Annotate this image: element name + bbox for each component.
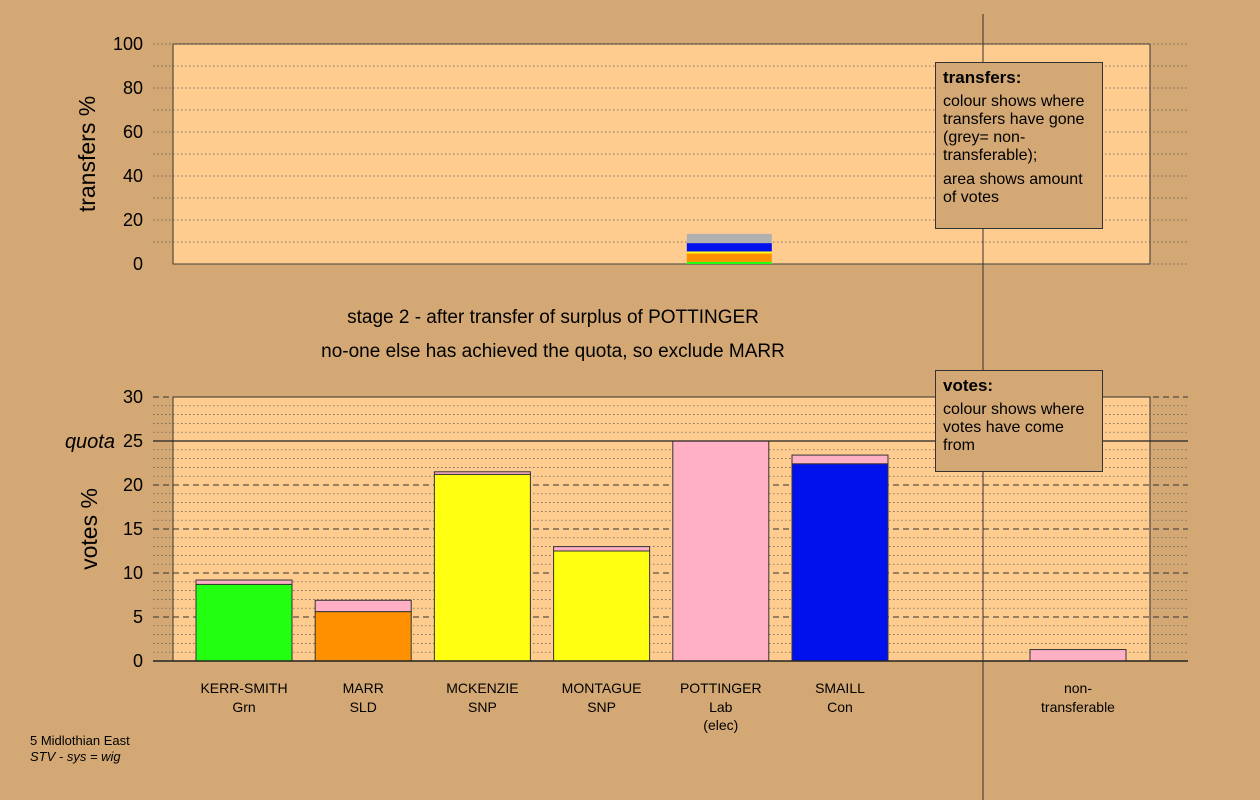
votes-tick-label: 30 xyxy=(123,387,143,407)
bar-marr xyxy=(314,611,412,662)
votes-tick-label: 10 xyxy=(123,563,143,583)
transfer-segment-con xyxy=(686,243,772,252)
transfers-tick-label: 40 xyxy=(123,166,143,186)
non-transferable-label-2: transferable xyxy=(1041,699,1115,715)
transfer-segment-sld xyxy=(686,253,772,262)
party-label: Con xyxy=(827,699,853,715)
votes-legend: votes: colour shows where votes have com… xyxy=(935,370,1103,472)
bar-smaill xyxy=(791,463,889,662)
votes-tick-label: 5 xyxy=(133,607,143,627)
quota-label: quota xyxy=(65,431,115,453)
quota-tick-label: 25 xyxy=(123,431,143,451)
transfer-segment-grn xyxy=(686,261,772,264)
party-label: SNP xyxy=(468,699,497,715)
transfers-tick-label: 100 xyxy=(113,34,143,54)
elected-note: (elec) xyxy=(703,717,738,733)
transfer-segment-snp xyxy=(686,251,772,254)
transfers-legend-title: transfers: xyxy=(943,68,1022,87)
transfers-legend-text1: colour shows where transfers have gone (… xyxy=(943,93,1085,164)
votes-legend-text: colour shows where votes have come from xyxy=(943,401,1085,454)
party-label: Lab xyxy=(709,699,733,715)
transfers-axis-label: transfers % xyxy=(74,96,100,212)
candidate-name-label: KERR-SMITH xyxy=(200,680,287,696)
footer: 5 Midlothian East STV - sys = wig xyxy=(30,733,130,765)
candidate-name-label: MARR xyxy=(343,680,384,696)
transfers-tick-label: 20 xyxy=(123,210,143,230)
bar-non-transferable xyxy=(1029,649,1127,662)
party-label: Grn xyxy=(232,699,255,715)
constituency-label: 5 Midlothian East xyxy=(30,733,130,748)
transfers-tick-label: 80 xyxy=(123,78,143,98)
party-label: SNP xyxy=(587,699,616,715)
bar-transfer-kerr-smith xyxy=(195,579,293,585)
bar-mckenzie xyxy=(433,473,531,662)
transfers-tick-label: 60 xyxy=(123,122,143,142)
non-transferable-label: non- xyxy=(1064,680,1092,696)
stage-subtitle: no-one else has achieved the quota, so e… xyxy=(321,341,785,362)
candidate-name-label: POTTINGER xyxy=(680,680,762,696)
bar-kerr-smith xyxy=(195,583,293,662)
bar-montague xyxy=(553,550,651,662)
system-label: STV - sys = wig xyxy=(30,749,121,764)
bar-pottinger xyxy=(672,440,770,662)
transfer-segment-non-transferable xyxy=(686,233,772,244)
bar-transfer-marr xyxy=(314,599,412,613)
votes-tick-label: 20 xyxy=(123,475,143,495)
bar-transfer-smaill xyxy=(791,454,889,465)
transfers-tick-label: 0 xyxy=(133,254,143,274)
votes-tick-label: 0 xyxy=(133,651,143,671)
transfers-legend-text2: area shows amount of votes xyxy=(943,171,1083,206)
candidate-name-label: MONTAGUE xyxy=(562,680,642,696)
votes-axis-label: votes % xyxy=(76,488,102,570)
party-label: SLD xyxy=(350,699,377,715)
candidate-name-label: SMAILL xyxy=(815,680,865,696)
candidate-name-label: MCKENZIE xyxy=(446,680,518,696)
votes-tick-label: 15 xyxy=(123,519,143,539)
votes-legend-title: votes: xyxy=(943,376,994,395)
transfers-legend: transfers: colour shows where transfers … xyxy=(935,62,1103,229)
stage-title: stage 2 - after transfer of surplus of P… xyxy=(347,307,759,328)
bar-transfer-montague xyxy=(553,546,651,552)
